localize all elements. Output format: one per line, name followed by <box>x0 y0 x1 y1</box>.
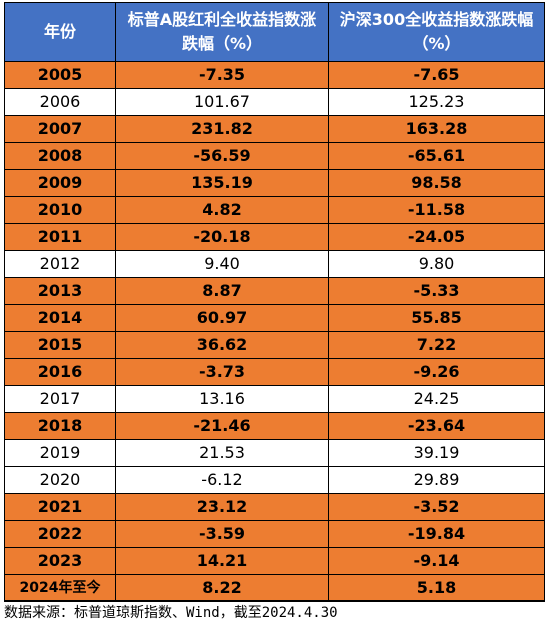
year-cell: 2022 <box>4 520 116 548</box>
table-row: 2011 -20.18 -24.05 <box>4 223 545 251</box>
table-row: 2021 23.12 -3.52 <box>4 493 545 521</box>
csi300-return-cell: -24.05 <box>328 223 545 251</box>
source-footnote: 数据来源：标普道琼斯指数、Wind，截至2024.4.30 <box>4 600 544 624</box>
csi300-return-cell: -65.61 <box>328 142 545 170</box>
header-year: 年份 <box>4 2 116 62</box>
table-row: 2016 -3.73 -9.26 <box>4 358 545 386</box>
table-row: 2018 -21.46 -23.64 <box>4 412 545 440</box>
sp-dividend-return-cell: 101.67 <box>115 88 329 116</box>
returns-table: 年份 标普A股红利全收益指数涨跌幅（%） 沪深300全收益指数涨跌幅（%） 20… <box>4 2 545 602</box>
year-cell: 2014 <box>4 304 116 332</box>
header-csi300: 沪深300全收益指数涨跌幅（%） <box>328 2 545 62</box>
csi300-return-cell: 98.58 <box>328 169 545 197</box>
csi300-return-cell: 7.22 <box>328 331 545 359</box>
year-cell: 2006 <box>4 88 116 116</box>
table-row: 2013 8.87 -5.33 <box>4 277 545 305</box>
year-cell: 2016 <box>4 358 116 386</box>
table-row: 2006 101.67 125.23 <box>4 88 545 116</box>
sp-dividend-return-cell: -21.46 <box>115 412 329 440</box>
year-cell: 2009 <box>4 169 116 197</box>
table-row: 2008 -56.59 -65.61 <box>4 142 545 170</box>
table-row: 2005 -7.35 -7.65 <box>4 61 545 89</box>
sp-dividend-return-cell: 23.12 <box>115 493 329 521</box>
sp-dividend-return-cell: 8.87 <box>115 277 329 305</box>
sp-dividend-return-cell: -20.18 <box>115 223 329 251</box>
header-sp-a-dividend: 标普A股红利全收益指数涨跌幅（%） <box>115 2 329 62</box>
csi300-return-cell: -11.58 <box>328 196 545 224</box>
year-cell: 2020 <box>4 466 116 494</box>
csi300-return-cell: 24.25 <box>328 385 545 413</box>
csi300-return-cell: 39.19 <box>328 439 545 467</box>
year-cell: 2013 <box>4 277 116 305</box>
csi300-return-cell: -7.65 <box>328 61 545 89</box>
sp-dividend-return-cell: -56.59 <box>115 142 329 170</box>
table-row: 2022 -3.59 -19.84 <box>4 520 545 548</box>
table-row: 2024年至今 8.22 5.18 <box>4 574 545 602</box>
csi300-return-cell: 9.80 <box>328 250 545 278</box>
sp-dividend-return-cell: -3.73 <box>115 358 329 386</box>
csi300-return-cell: -5.33 <box>328 277 545 305</box>
year-cell: 2024年至今 <box>4 574 116 602</box>
table-row: 2010 4.82 -11.58 <box>4 196 545 224</box>
sp-dividend-return-cell: -6.12 <box>115 466 329 494</box>
returns-table-container: 年份 标普A股红利全收益指数涨跌幅（%） 沪深300全收益指数涨跌幅（%） 20… <box>4 2 545 602</box>
csi300-return-cell: -23.64 <box>328 412 545 440</box>
table-body: 2005 -7.35 -7.65 2006 101.67 125.23 2007 231.82… <box>4 61 545 602</box>
sp-dividend-return-cell: 9.40 <box>115 250 329 278</box>
sp-dividend-return-cell: 4.82 <box>115 196 329 224</box>
table-row: 2023 14.21 -9.14 <box>4 547 545 575</box>
table-row: 2012 9.40 9.80 <box>4 250 545 278</box>
sp-dividend-return-cell: -7.35 <box>115 61 329 89</box>
sp-dividend-return-cell: 231.82 <box>115 115 329 143</box>
year-cell: 2015 <box>4 331 116 359</box>
csi300-return-cell: -9.14 <box>328 547 545 575</box>
sp-dividend-return-cell: 36.62 <box>115 331 329 359</box>
year-cell: 2011 <box>4 223 116 251</box>
csi300-return-cell: 163.28 <box>328 115 545 143</box>
csi300-return-cell: -19.84 <box>328 520 545 548</box>
sp-dividend-return-cell: 135.19 <box>115 169 329 197</box>
year-cell: 2021 <box>4 493 116 521</box>
year-cell: 2019 <box>4 439 116 467</box>
csi300-return-cell: -3.52 <box>328 493 545 521</box>
year-cell: 2018 <box>4 412 116 440</box>
csi300-return-cell: -9.26 <box>328 358 545 386</box>
table-row: 2019 21.53 39.19 <box>4 439 545 467</box>
sp-dividend-return-cell: 60.97 <box>115 304 329 332</box>
csi300-return-cell: 29.89 <box>328 466 545 494</box>
sp-dividend-return-cell: 14.21 <box>115 547 329 575</box>
table-row: 2015 36.62 7.22 <box>4 331 545 359</box>
table-row: 2007 231.82 163.28 <box>4 115 545 143</box>
table-row: 2017 13.16 24.25 <box>4 385 545 413</box>
year-cell: 2010 <box>4 196 116 224</box>
table-row: 2020 -6.12 29.89 <box>4 466 545 494</box>
year-cell: 2008 <box>4 142 116 170</box>
table-row: 2009 135.19 98.58 <box>4 169 545 197</box>
table-header-row: 年份 标普A股红利全收益指数涨跌幅（%） 沪深300全收益指数涨跌幅（%） <box>4 2 545 62</box>
csi300-return-cell: 125.23 <box>328 88 545 116</box>
csi300-return-cell: 55.85 <box>328 304 545 332</box>
csi300-return-cell: 5.18 <box>328 574 545 602</box>
table-row: 2014 60.97 55.85 <box>4 304 545 332</box>
year-cell: 2017 <box>4 385 116 413</box>
sp-dividend-return-cell: 21.53 <box>115 439 329 467</box>
sp-dividend-return-cell: -3.59 <box>115 520 329 548</box>
year-cell: 2023 <box>4 547 116 575</box>
year-cell: 2007 <box>4 115 116 143</box>
year-cell: 2012 <box>4 250 116 278</box>
sp-dividend-return-cell: 13.16 <box>115 385 329 413</box>
sp-dividend-return-cell: 8.22 <box>115 574 329 602</box>
year-cell: 2005 <box>4 61 116 89</box>
